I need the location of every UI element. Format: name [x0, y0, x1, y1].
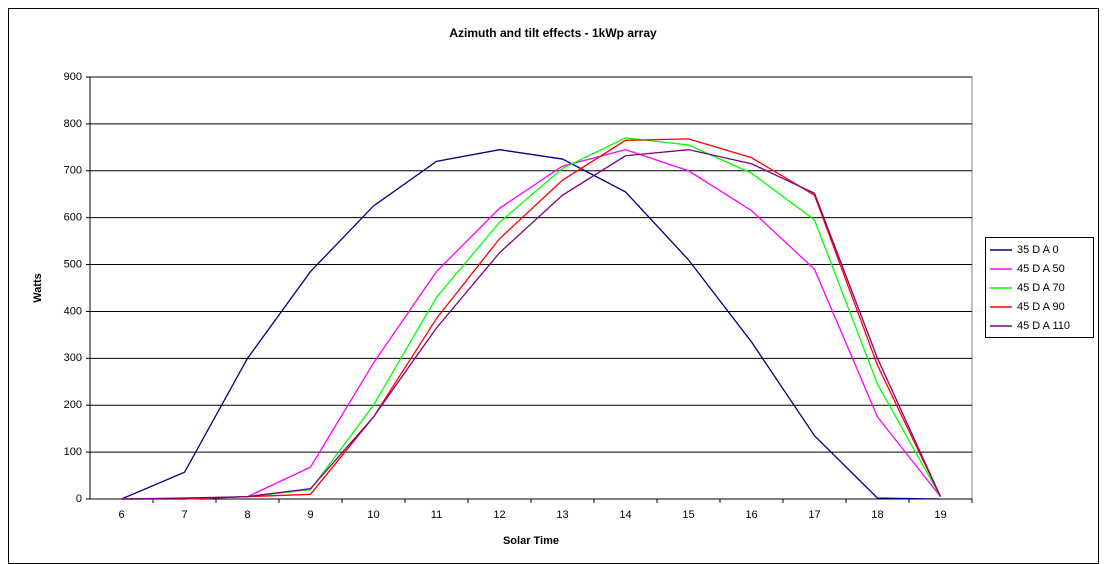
y-tick-label: 500 — [64, 258, 82, 270]
legend-label: 35 D A 0 — [1017, 244, 1059, 256]
series-line — [121, 149, 942, 500]
y-axis-label: Watts — [32, 273, 44, 303]
x-tick-label: 6 — [118, 509, 124, 521]
x-tick-label: 15 — [682, 509, 694, 521]
legend-label: 45 D A 110 — [1017, 320, 1070, 332]
y-tick-label: 200 — [64, 399, 82, 411]
chart-title: Azimuth and tilt effects - 1kWp array — [449, 26, 657, 40]
y-tick-label: 600 — [64, 212, 82, 224]
y-tick-label: 0 — [76, 493, 82, 505]
x-tick-label: 9 — [307, 509, 313, 521]
x-tick-label: 10 — [367, 509, 379, 521]
legend-label: 45 D A 50 — [1017, 263, 1065, 275]
x-tick-label: 18 — [871, 509, 883, 521]
x-tick-label: 8 — [244, 509, 250, 521]
x-tick-label: 16 — [745, 509, 757, 521]
series-line — [121, 149, 942, 500]
x-axis-label: Solar Time — [503, 535, 559, 547]
legend-label: 45 D A 90 — [1017, 301, 1065, 313]
plot-area — [89, 76, 973, 500]
y-tick-label: 400 — [64, 305, 82, 317]
y-tick-label: 300 — [64, 352, 82, 364]
legend-label: 45 D A 70 — [1017, 282, 1065, 294]
y-tick-label: 700 — [64, 165, 82, 177]
x-tick-label: 12 — [493, 509, 505, 521]
x-tick-label: 14 — [619, 509, 631, 521]
x-tick-label: 17 — [808, 509, 820, 521]
y-tick-label: 100 — [64, 446, 82, 458]
x-tick-label: 13 — [556, 509, 568, 521]
x-tick-label: 7 — [181, 509, 187, 521]
series-line — [121, 149, 941, 500]
y-tick-label: 800 — [64, 118, 82, 130]
x-tick-label: 11 — [431, 509, 442, 521]
x-tick-label: 19 — [934, 509, 946, 521]
y-tick-label: 900 — [64, 71, 82, 83]
